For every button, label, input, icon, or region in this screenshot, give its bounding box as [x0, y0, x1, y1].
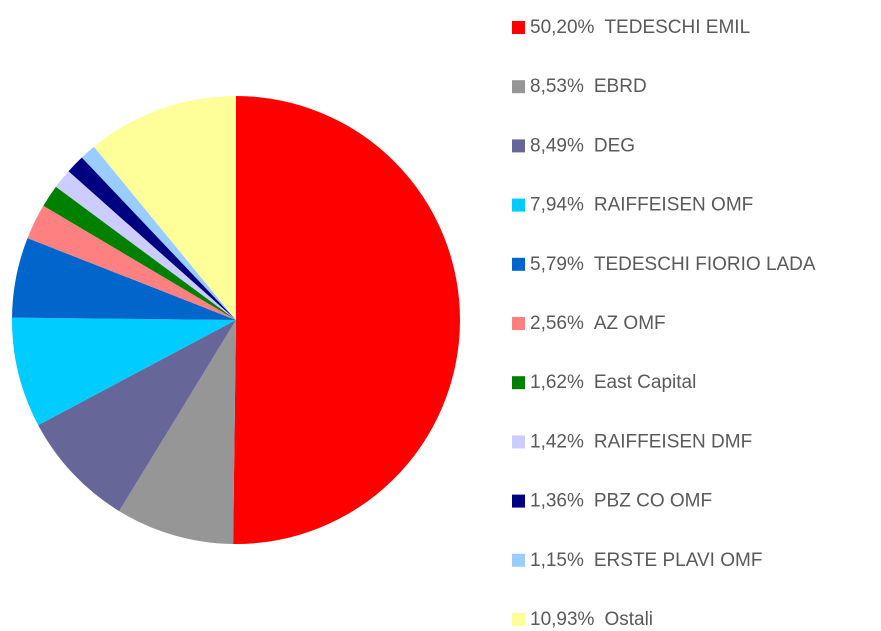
- legend-name: AZ OMF: [594, 313, 666, 334]
- legend-label: 7,94% RAIFFEISEN OMF: [530, 195, 753, 216]
- pie-slice: [38, 320, 237, 512]
- legend-name: PBZ CO OMF: [594, 491, 712, 512]
- legend-swatch: [512, 494, 525, 508]
- legend-label: 8,53% EBRD: [530, 76, 647, 97]
- legend-value: 5,79%: [530, 254, 584, 275]
- legend-swatch: [512, 553, 525, 567]
- pie-slice: [55, 171, 236, 320]
- legend-swatch: [512, 376, 525, 390]
- legend-name: TEDESCHI FIORIO LADA: [594, 254, 816, 275]
- legend-swatch: [512, 198, 525, 212]
- pie-slice: [68, 157, 236, 320]
- legend-name: ERSTE PLAVI OMF: [594, 550, 763, 571]
- legend-swatch: [512, 257, 525, 271]
- legend-label: 50,20% TEDESCHI EMIL: [530, 17, 750, 38]
- legend-label: 1,42% RAIFFEISEN DMF: [530, 431, 752, 452]
- legend-swatch: [512, 80, 525, 94]
- legend-value: 7,94%: [530, 195, 584, 216]
- legend-value: 1,42%: [530, 431, 584, 452]
- legend-swatch: [512, 21, 525, 34]
- legend-label: 1,15% ERSTE PLAVI OMF: [530, 550, 762, 571]
- legend-swatch: [512, 435, 525, 449]
- pie-slice: [81, 146, 236, 320]
- pie-slice: [233, 96, 460, 544]
- legend-label: 1,62% East Capital: [530, 372, 696, 393]
- legend-name: Ostali: [604, 609, 653, 630]
- legend-value: 2,56%: [530, 313, 584, 334]
- pie-slice: [12, 238, 237, 320]
- legend-label: 5,79% TEDESCHI FIORIO LADA: [530, 254, 816, 275]
- legend-value: 1,15%: [530, 550, 584, 571]
- legend-value: 8,53%: [530, 76, 584, 97]
- legend-label: 8,49% DEG: [530, 135, 635, 156]
- legend-swatch: [512, 613, 525, 626]
- legend-name: East Capital: [594, 372, 696, 393]
- pie-slice: [119, 320, 236, 544]
- legend-name: TEDESCHI EMIL: [604, 17, 750, 38]
- pie-slice: [43, 186, 236, 320]
- pie-slice: [93, 96, 236, 320]
- legend-swatch: [512, 139, 525, 153]
- legend-value: 1,62%: [530, 372, 584, 393]
- legend-value: 10,93%: [530, 609, 595, 630]
- legend-value: 1,36%: [530, 491, 584, 512]
- legend-swatch: [512, 317, 525, 330]
- legend-label: 10,93% Ostali: [530, 609, 653, 630]
- legend-name: RAIFFEISEN DMF: [594, 431, 752, 452]
- pie-slice: [12, 317, 236, 426]
- legend-value: 8,49%: [530, 135, 584, 156]
- legend-name: DEG: [594, 135, 635, 156]
- legend-label: 1,36% PBZ CO OMF: [530, 491, 712, 512]
- legend-name: EBRD: [594, 76, 647, 97]
- legend-label: 2,56% AZ OMF: [530, 313, 666, 334]
- pie-slice: [27, 205, 237, 320]
- legend-value: 50,20%: [530, 17, 595, 38]
- legend-name: RAIFFEISEN OMF: [594, 195, 753, 216]
